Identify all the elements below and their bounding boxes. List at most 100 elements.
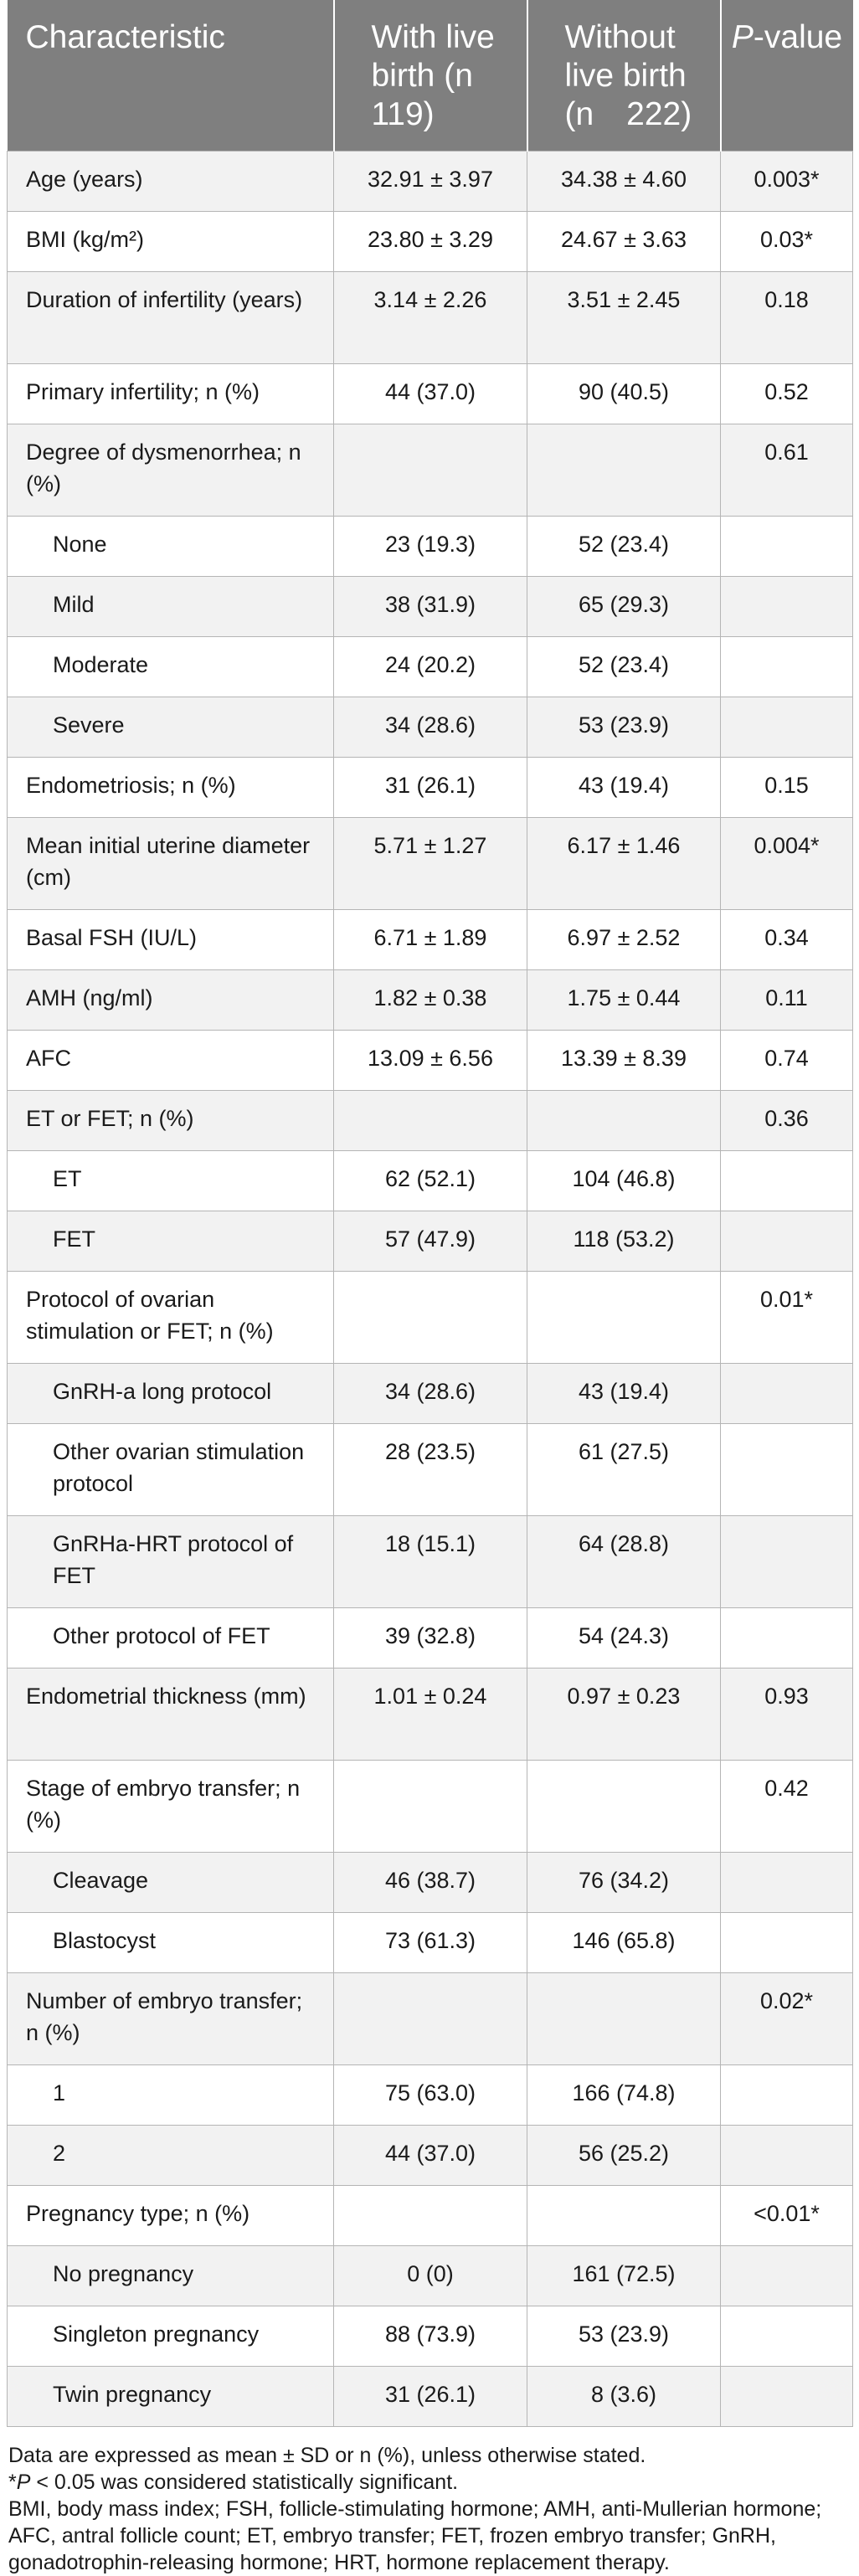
cell-with-live-birth: 0 (0) xyxy=(333,2245,527,2306)
cell-with-live-birth xyxy=(333,1972,527,2065)
table-row: ET 62 (52.1) 104 (46.8) xyxy=(7,1150,853,1211)
cell-characteristic: Basal FSH (IU/L) xyxy=(7,909,334,970)
cell-with-live-birth: 6.71 ± 1.89 xyxy=(333,909,527,970)
table-footnotes: Data are expressed as mean ± SD or n (%)… xyxy=(8,2442,851,2576)
cell-p-value xyxy=(720,2125,853,2186)
cell-p-value xyxy=(720,1607,853,1668)
table-row: 2 44 (37.0) 56 (25.2) xyxy=(7,2125,853,2186)
cell-with-live-birth: 44 (37.0) xyxy=(333,363,527,424)
cell-characteristic: FET xyxy=(7,1211,334,1272)
cell-characteristic: ET xyxy=(7,1150,334,1211)
cell-with-live-birth: 5.71 ± 1.27 xyxy=(333,817,527,910)
cell-p-value: 0.11 xyxy=(720,969,853,1031)
cell-characteristic: None xyxy=(7,516,334,577)
header-p-italic: P xyxy=(731,19,754,55)
cell-p-value: 0.34 xyxy=(720,909,853,970)
cell-without-live-birth: 65 (29.3) xyxy=(527,576,721,637)
cell-without-live-birth: 90 (40.5) xyxy=(527,363,721,424)
cell-with-live-birth: 38 (31.9) xyxy=(333,576,527,637)
table-row: Singleton pregnancy 88 (73.9) 53 (23.9) xyxy=(7,2306,853,2367)
cell-p-value xyxy=(720,1515,853,1608)
cell-p-value: 0.74 xyxy=(720,1030,853,1091)
cell-without-live-birth xyxy=(527,2185,721,2246)
table-header-row: Characteristic With live birth (n 119) W… xyxy=(7,0,853,152)
cell-without-live-birth: 166 (74.8) xyxy=(527,2064,721,2126)
table-row: Endometriosis; n (%) 31 (26.1) 43 (19.4) 0.… xyxy=(7,757,853,818)
cell-characteristic: GnRH-a long protocol xyxy=(7,1363,334,1424)
cell-p-value: 0.52 xyxy=(720,363,853,424)
table-row: No pregnancy 0 (0) 161 (72.5) xyxy=(7,2245,853,2306)
cell-without-live-birth: 56 (25.2) xyxy=(527,2125,721,2186)
cell-characteristic: Mild xyxy=(7,576,334,637)
cell-without-live-birth: 53 (23.9) xyxy=(527,2306,721,2367)
table-row: Twin pregnancy 31 (26.1) 8 (3.6) xyxy=(7,2366,853,2427)
cell-without-live-birth xyxy=(527,424,721,517)
cell-without-live-birth: 76 (34.2) xyxy=(527,1852,721,1913)
header-p-value: P-value xyxy=(720,0,853,152)
table-row: Stage of embryo transfer; n (%) 0.42 xyxy=(7,1760,853,1853)
cell-with-live-birth: 23.80 ± 3.29 xyxy=(333,211,527,272)
cell-with-live-birth: 31 (26.1) xyxy=(333,2366,527,2427)
cell-characteristic: Number of embryo transfer; n (%) xyxy=(7,1972,334,2065)
table-row: AFC 13.09 ± 6.56 13.39 ± 8.39 0.74 xyxy=(7,1030,853,1091)
cell-without-live-birth: 1.75 ± 0.44 xyxy=(527,969,721,1031)
cell-without-live-birth xyxy=(527,1972,721,2065)
table-row: Mean initial uterine diameter (cm) 5.71 ±… xyxy=(7,817,853,910)
cell-without-live-birth: 6.97 ± 2.52 xyxy=(527,909,721,970)
cell-characteristic: Primary infertility; n (%) xyxy=(7,363,334,424)
cell-characteristic: Endometriosis; n (%) xyxy=(7,757,334,818)
footnote-abbreviations: BMI, body mass index; FSH, follicle-stim… xyxy=(8,2497,822,2574)
cell-characteristic: GnRHa-HRT protocol of FET xyxy=(7,1515,334,1608)
cell-with-live-birth: 34 (28.6) xyxy=(333,697,527,758)
table-body: Age (years) 32.91 ± 3.97 34.38 ± 4.60 0.003… xyxy=(7,151,853,2427)
cell-with-live-birth: 13.09 ± 6.56 xyxy=(333,1030,527,1091)
cell-characteristic: Duration of infertility (years) xyxy=(7,271,334,364)
table-row: Moderate 24 (20.2) 52 (23.4) xyxy=(7,636,853,697)
cell-characteristic: Moderate xyxy=(7,636,334,697)
cell-with-live-birth: 44 (37.0) xyxy=(333,2125,527,2186)
table-row: AMH (ng/ml) 1.82 ± 0.38 1.75 ± 0.44 0.11 xyxy=(7,969,853,1031)
cell-characteristic: Degree of dysmenorrhea; n (%) xyxy=(7,424,334,517)
cell-with-live-birth: 57 (47.9) xyxy=(333,1211,527,1272)
cell-without-live-birth: 0.97 ± 0.23 xyxy=(527,1668,721,1761)
table-row: FET 57 (47.9) 118 (53.2) xyxy=(7,1211,853,1272)
cell-without-live-birth: 53 (23.9) xyxy=(527,697,721,758)
characteristics-table: Characteristic With live birth (n 119) W… xyxy=(7,0,853,2427)
cell-characteristic: 1 xyxy=(7,2064,334,2126)
table-row: Cleavage 46 (38.7) 76 (34.2) xyxy=(7,1852,853,1913)
cell-p-value: 0.18 xyxy=(720,271,853,364)
cell-characteristic: Pregnancy type; n (%) xyxy=(7,2185,334,2246)
cell-without-live-birth: 6.17 ± 1.46 xyxy=(527,817,721,910)
cell-without-live-birth: 64 (28.8) xyxy=(527,1515,721,1608)
cell-p-value xyxy=(720,2245,853,2306)
cell-p-value: 0.42 xyxy=(720,1760,853,1853)
cell-p-value: 0.15 xyxy=(720,757,853,818)
cell-without-live-birth: 146 (65.8) xyxy=(527,1912,721,1973)
cell-with-live-birth: 1.01 ± 0.24 xyxy=(333,1668,527,1761)
table-row: GnRHa-HRT protocol of FET 18 (15.1) 64 (28… xyxy=(7,1515,853,1608)
cell-with-live-birth: 23 (19.3) xyxy=(333,516,527,577)
cell-p-value xyxy=(720,1211,853,1272)
cell-p-value: 0.003* xyxy=(720,151,853,212)
cell-without-live-birth: 118 (53.2) xyxy=(527,1211,721,1272)
header-without-live-birth: Without live birth (n 222) xyxy=(527,0,722,152)
cell-characteristic: BMI (kg/m²) xyxy=(7,211,334,272)
table-row: Basal FSH (IU/L) 6.71 ± 1.89 6.97 ± 2.52 0.… xyxy=(7,909,853,970)
cell-p-value xyxy=(720,2064,853,2126)
cell-without-live-birth: 52 (23.4) xyxy=(527,516,721,577)
cell-characteristic: Other ovarian stimulation protocol xyxy=(7,1423,334,1516)
cell-without-live-birth: 161 (72.5) xyxy=(527,2245,721,2306)
cell-characteristic: Blastocyst xyxy=(7,1912,334,1973)
cell-p-value: 0.61 xyxy=(720,424,853,517)
cell-characteristic: AFC xyxy=(7,1030,334,1091)
footnote-data-expression: Data are expressed as mean ± SD or n (%)… xyxy=(8,2444,646,2467)
cell-characteristic: ET or FET; n (%) xyxy=(7,1090,334,1151)
cell-without-live-birth xyxy=(527,1760,721,1853)
cell-with-live-birth xyxy=(333,2185,527,2246)
cell-without-live-birth: 8 (3.6) xyxy=(527,2366,721,2427)
cell-with-live-birth: 34 (28.6) xyxy=(333,1363,527,1424)
cell-characteristic: Age (years) xyxy=(7,151,334,212)
cell-p-value xyxy=(720,1852,853,1913)
table-row: GnRH-a long protocol 34 (28.6) 43 (19.4) xyxy=(7,1363,853,1424)
cell-without-live-birth: 34.38 ± 4.60 xyxy=(527,151,721,212)
